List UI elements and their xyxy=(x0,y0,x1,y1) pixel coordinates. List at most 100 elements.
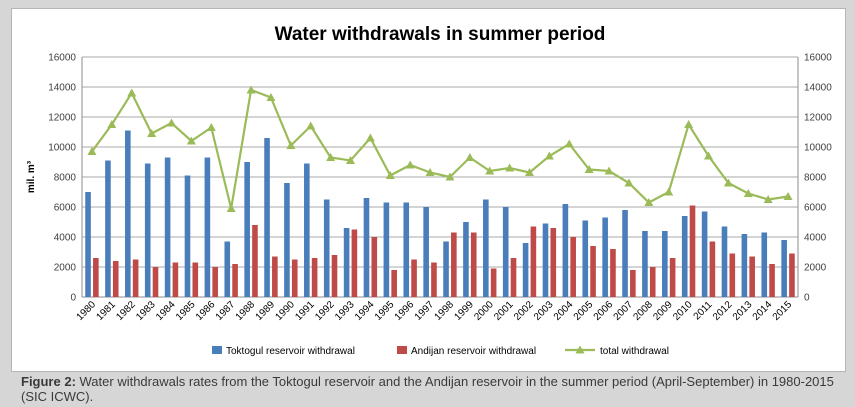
bar-andijan xyxy=(411,259,417,297)
y-tick-label-left: 10000 xyxy=(48,143,76,154)
bar-andijan xyxy=(510,258,517,297)
total-withdrawal-point xyxy=(405,160,415,169)
x-tick-label: 2003 xyxy=(532,299,556,323)
y-tick-label-right: 14000 xyxy=(804,83,832,94)
total-withdrawal-point xyxy=(783,192,793,200)
total-withdrawal-point xyxy=(664,187,674,196)
total-withdrawal-point xyxy=(326,153,336,161)
y-tick-label-right: 12000 xyxy=(804,113,832,124)
bar-toktogul xyxy=(423,207,429,297)
total-withdrawal-point xyxy=(505,163,515,172)
x-tick-label: 2001 xyxy=(492,299,516,323)
x-tick-label: 2015 xyxy=(771,299,795,323)
y-tick-label-left: 8000 xyxy=(54,173,77,184)
x-tick-label: 1992 xyxy=(313,299,337,323)
bar-andijan xyxy=(391,270,397,297)
bar-toktogul xyxy=(184,175,191,297)
x-tick-label: 2009 xyxy=(651,299,675,323)
total-withdrawal-point xyxy=(186,136,196,145)
bar-toktogul xyxy=(542,223,549,297)
bar-toktogul xyxy=(144,163,151,297)
bar-toktogul xyxy=(721,226,728,297)
total-withdrawal-point xyxy=(346,156,355,164)
x-tick-label: 2006 xyxy=(592,299,616,323)
x-tick-label: 1998 xyxy=(433,299,457,323)
bar-andijan xyxy=(530,226,537,297)
total-withdrawal-point xyxy=(604,166,614,175)
bar-andijan xyxy=(112,261,119,297)
y-tick-label-right: 4000 xyxy=(804,233,827,244)
y-tick-label-right: 10000 xyxy=(804,143,832,154)
total-withdrawal-point xyxy=(226,204,236,212)
bar-andijan xyxy=(232,264,238,297)
x-tick-label: 1995 xyxy=(373,299,397,323)
bar-toktogul xyxy=(681,216,688,297)
x-tick-label: 2007 xyxy=(612,299,636,323)
bar-toktogul xyxy=(463,222,469,297)
bar-toktogul xyxy=(642,231,648,297)
bar-andijan xyxy=(272,256,278,297)
bar-toktogul xyxy=(403,202,410,297)
total-withdrawal-point xyxy=(286,141,296,149)
y-tick-label-left: 2000 xyxy=(54,263,77,274)
bar-toktogul xyxy=(582,220,589,297)
total-withdrawal-point xyxy=(365,133,375,142)
legend-swatch-marker xyxy=(575,345,585,354)
figure-frame: Water withdrawals in summer period 0 0 2000… xyxy=(3,3,852,404)
bar-toktogul xyxy=(284,183,290,297)
bar-andijan xyxy=(490,268,497,297)
chart-title: Water withdrawals in summer period xyxy=(275,24,606,45)
x-tick-label: 1990 xyxy=(273,299,297,323)
x-tick-label: 2000 xyxy=(472,299,496,323)
x-tick-label: 2010 xyxy=(671,299,695,323)
bar-andijan xyxy=(192,262,199,297)
bar-andijan xyxy=(291,259,298,297)
caption-text: Water withdrawals rates from the Toktogu… xyxy=(21,374,834,404)
legend-label: Andijan reservoir withdrawal xyxy=(411,346,536,357)
x-tick-label: 2011 xyxy=(692,299,715,322)
y-tick-label-right: 6000 xyxy=(804,203,827,214)
bar-andijan xyxy=(311,258,318,297)
bar-toktogul xyxy=(125,130,131,297)
bar-andijan xyxy=(749,256,755,297)
bar-andijan xyxy=(769,264,775,297)
bar-toktogul xyxy=(224,241,231,297)
bar-andijan xyxy=(132,259,139,297)
bar-toktogul xyxy=(622,210,628,297)
legend-swatch xyxy=(212,346,222,354)
legend-label: total withdrawal xyxy=(600,346,669,357)
bar-andijan xyxy=(610,249,616,297)
bar-andijan xyxy=(709,241,716,297)
total-withdrawal-point xyxy=(147,129,157,137)
x-tick-label: 2008 xyxy=(631,299,655,323)
x-tick-label: 1981 xyxy=(94,299,118,323)
x-tick-label: 1999 xyxy=(452,299,476,323)
bar-toktogul xyxy=(304,163,310,297)
bar-toktogul xyxy=(662,231,668,297)
total-withdrawal-point xyxy=(206,123,216,131)
x-tick-label: 2005 xyxy=(572,299,596,323)
bar-toktogul xyxy=(761,232,768,297)
y-tick-label-left: 16000 xyxy=(48,53,76,64)
x-tick-label: 2002 xyxy=(512,299,536,323)
bar-toktogul xyxy=(522,243,529,297)
bar-andijan xyxy=(570,237,576,297)
caption-label: Figure 2: xyxy=(21,374,76,389)
bar-andijan xyxy=(93,258,99,297)
bar-toktogul xyxy=(502,207,509,297)
y-tick-label-right: 2000 xyxy=(804,263,827,274)
total-withdrawal-line xyxy=(91,88,789,209)
total-withdrawal-point xyxy=(723,178,733,187)
bar-toktogul xyxy=(781,240,787,297)
bar-toktogul xyxy=(741,234,748,297)
total-withdrawal-point xyxy=(684,120,694,128)
total-withdrawal-point xyxy=(644,198,654,206)
bar-toktogul xyxy=(264,138,270,297)
y-tick-label-left: 12000 xyxy=(48,113,76,124)
bar-andijan xyxy=(331,255,338,297)
total-withdrawal-point xyxy=(763,195,773,203)
bar-toktogul xyxy=(383,202,390,297)
bar-toktogul xyxy=(443,241,449,297)
total-withdrawal-point xyxy=(485,166,495,175)
x-tick-label: 1997 xyxy=(413,299,437,323)
